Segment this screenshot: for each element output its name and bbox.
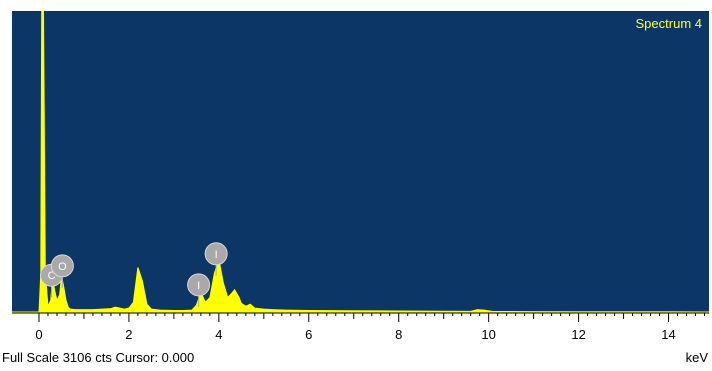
x-tick-label: 0: [35, 327, 42, 342]
x-tick-label: 10: [481, 327, 495, 342]
x-tick-label: 4: [215, 327, 222, 342]
svg-text:C: C: [48, 270, 56, 282]
x-tick-label: 2: [125, 327, 132, 342]
element-marker-o: O: [50, 254, 74, 288]
x-tick-label: 14: [661, 327, 675, 342]
svg-text:I: I: [215, 249, 218, 261]
status-readout: Full Scale 3106 cts Cursor: 0.000: [2, 350, 195, 365]
x-tick-label: 8: [395, 327, 402, 342]
x-axis-unit: keV: [685, 350, 708, 365]
x-tick-label: 12: [571, 327, 585, 342]
element-marker-i: I: [204, 242, 228, 276]
spectrum-trace: [12, 10, 710, 313]
plot-area: [12, 11, 709, 312]
svg-text:I: I: [197, 280, 200, 292]
svg-text:O: O: [58, 261, 67, 273]
x-tick-label: 6: [305, 327, 312, 342]
spectrum-title: Spectrum 4: [635, 16, 702, 31]
element-marker-i: I: [187, 273, 211, 307]
